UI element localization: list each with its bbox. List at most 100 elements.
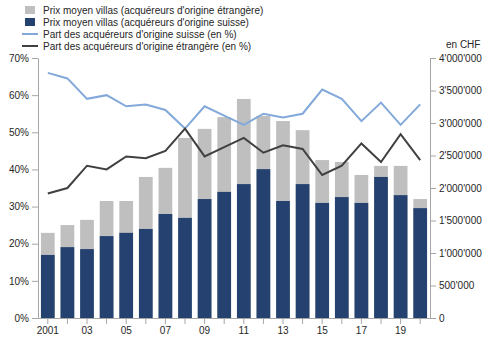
tick-label: 70% — [9, 53, 29, 64]
bar — [355, 203, 369, 318]
line — [48, 129, 420, 194]
tick-mark — [341, 318, 342, 324]
tick-mark — [381, 318, 382, 324]
tick: 2001 — [37, 318, 60, 336]
bar — [100, 201, 114, 318]
tick-mark — [224, 318, 225, 324]
bar-series — [41, 99, 427, 318]
legend-label: Prix moyen villas (acquéreurs d'origine … — [43, 17, 249, 28]
bar — [374, 166, 388, 318]
tick — [67, 318, 68, 324]
tick-mark — [302, 318, 303, 324]
tick — [341, 318, 342, 324]
tick-mark — [361, 318, 362, 324]
plot-area — [41, 73, 427, 318]
bar — [257, 169, 271, 318]
tick: 0% — [15, 313, 38, 324]
tick — [302, 318, 303, 324]
bar — [41, 255, 55, 318]
bar — [139, 177, 153, 318]
tick: 2'000'000 — [430, 183, 482, 194]
tick — [185, 318, 186, 324]
legend-symbol — [25, 18, 35, 26]
tick: 15 — [317, 318, 329, 336]
tick-label: 50% — [9, 127, 29, 138]
tick-label: 10% — [9, 276, 29, 287]
tick: 11 — [239, 318, 250, 336]
chart: 0%10%20%30%40%50%60%70%0500'0001'000'000… — [0, 0, 491, 340]
bar — [394, 195, 408, 318]
tick-mark — [430, 91, 436, 92]
tick-label: 2001 — [37, 325, 60, 336]
tick — [145, 318, 146, 324]
bar — [335, 197, 349, 318]
tick-label: 2'500'000 — [439, 150, 482, 161]
bar — [80, 249, 94, 318]
legend-symbol — [25, 6, 35, 14]
tick-mark — [204, 318, 205, 324]
bar — [178, 138, 192, 318]
x-axis: 2001 03 05 07 09 11 13 15 17 19 — [37, 318, 431, 336]
tick-label: 500'000 — [439, 280, 475, 291]
bar — [237, 99, 251, 318]
tick-label: 05 — [121, 325, 133, 336]
y-axis: 0%10%20%30%40%50%60%70% — [9, 53, 39, 324]
tick-mark — [32, 207, 38, 208]
tick-label: 4'000'000 — [439, 53, 482, 64]
tick: 07 — [160, 318, 172, 336]
tick-label: 30% — [9, 201, 29, 212]
tick-mark — [322, 318, 323, 324]
tick: 03 — [81, 318, 93, 336]
bar — [119, 201, 133, 318]
tick: 09 — [199, 318, 211, 336]
bar — [296, 130, 310, 318]
tick-label: 3'500'000 — [439, 85, 482, 96]
tick-label: 1'500'000 — [439, 215, 482, 226]
tick-mark — [165, 318, 166, 324]
tick: 50% — [9, 127, 38, 138]
bar — [119, 233, 133, 318]
tick-mark — [430, 58, 436, 59]
legend-label: Part des acquéreurs d'origine suisse (en… — [43, 29, 237, 40]
tick-label: 0% — [15, 313, 30, 324]
tick-mark — [430, 188, 436, 189]
tick-label: 03 — [81, 325, 93, 336]
line — [48, 73, 420, 129]
bar — [315, 160, 329, 318]
bar — [257, 116, 271, 318]
tick: 4'000'000 — [430, 53, 482, 64]
bar — [139, 229, 153, 318]
tick-label: 15 — [317, 325, 329, 336]
tick: 10% — [9, 276, 38, 287]
tick: 500'000 — [430, 280, 475, 291]
tick: 70% — [9, 53, 38, 64]
bar — [159, 214, 173, 318]
bar — [100, 236, 114, 318]
tick-mark — [126, 318, 127, 324]
bar — [80, 220, 94, 318]
bar — [61, 225, 75, 318]
tick-mark — [32, 95, 38, 96]
bar — [178, 218, 192, 318]
tick-label: 1'000'000 — [439, 248, 482, 259]
tick-label: 11 — [239, 325, 250, 336]
axis-title: en CHF — [446, 39, 480, 50]
tick-label: 17 — [356, 325, 368, 336]
tick: 19 — [395, 318, 407, 336]
bar — [159, 168, 173, 318]
tick-label: 60% — [9, 90, 29, 101]
tick-label: 40% — [9, 164, 29, 175]
bar — [315, 203, 329, 318]
tick: 30% — [9, 201, 38, 212]
tick: 3'500'000 — [430, 85, 482, 96]
bar — [41, 233, 55, 318]
tick-mark — [263, 318, 264, 324]
tick-label: 2'000'000 — [439, 183, 482, 194]
tick-mark — [185, 318, 186, 324]
tick-mark — [430, 253, 436, 254]
tick: 13 — [277, 318, 289, 336]
tick: 2'500'000 — [430, 150, 482, 161]
bar — [394, 166, 408, 318]
tick-mark — [87, 318, 88, 324]
tick: 40% — [9, 164, 38, 175]
